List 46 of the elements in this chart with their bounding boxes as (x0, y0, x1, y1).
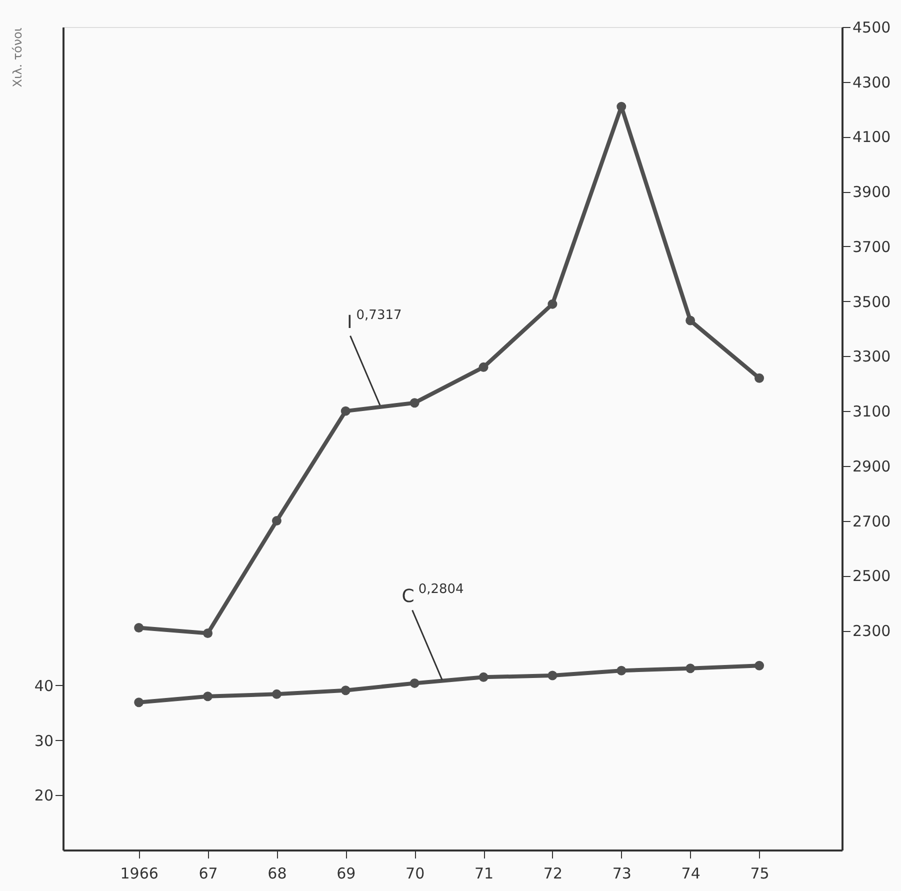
y2-tick-label: 2700 (852, 512, 891, 530)
point (616, 102, 626, 112)
y2-tick-label: 3500 (852, 292, 891, 311)
point (754, 373, 764, 383)
point (754, 660, 764, 670)
point (410, 398, 420, 408)
point (134, 623, 144, 633)
x-tick-label: 74 (681, 864, 700, 882)
y-tick-label: 20 (34, 786, 54, 805)
point (272, 689, 282, 699)
y-axis-title: Χιλ. τόνοι (10, 28, 24, 88)
point (340, 686, 350, 696)
y2-tick-label: 4300 (852, 73, 891, 92)
point (340, 406, 350, 416)
y2-tick-label: 2500 (852, 567, 891, 586)
point (203, 692, 213, 702)
y2-tick-label: 2900 (852, 457, 891, 476)
point (478, 362, 488, 372)
point (410, 678, 420, 688)
y2-tick-label: 3300 (852, 348, 891, 366)
point (548, 299, 558, 309)
y2-tick-label: 2300 (852, 622, 891, 640)
point (686, 664, 696, 674)
x-tick-label: 75 (750, 864, 770, 882)
x-tick-label: 72 (543, 864, 563, 882)
point (203, 628, 213, 638)
y2-tick-label: 4100 (852, 128, 891, 146)
point (272, 516, 282, 526)
point (616, 666, 626, 676)
y2-tick-label: 3700 (852, 238, 891, 256)
x-tick-label: 68 (268, 864, 287, 882)
y2-tick-label: 4500 (852, 18, 891, 36)
x-tick-label: 71 (474, 864, 494, 882)
x-tick-label: 67 (198, 864, 218, 882)
y2-tick-label: 3100 (852, 402, 891, 421)
point (686, 316, 696, 326)
y-tick-label: 30 (34, 732, 54, 750)
point (478, 672, 488, 682)
point (134, 698, 144, 708)
y-tick-label: 40 (34, 676, 54, 695)
x-tick-label: 1966 (120, 864, 158, 882)
point (548, 670, 558, 680)
x-tick-label: 69 (336, 864, 356, 882)
x-tick-label: 73 (612, 864, 632, 882)
x-tick-label: 70 (406, 864, 425, 882)
y2-tick-label: 3900 (852, 183, 891, 202)
